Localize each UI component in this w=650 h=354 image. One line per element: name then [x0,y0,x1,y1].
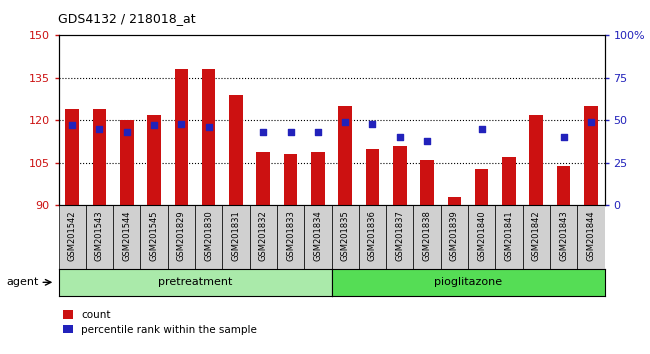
Bar [120,120,134,205]
Bar [365,149,380,205]
Bar [495,205,523,269]
Bar [339,106,352,205]
Bar [386,205,413,269]
Bar [222,205,250,269]
Text: GSM201830: GSM201830 [204,210,213,261]
Text: GSM201836: GSM201836 [368,210,377,261]
Bar [311,152,324,205]
Bar [413,205,441,269]
Bar [113,205,140,269]
Point [149,122,159,128]
Bar [168,205,195,269]
Point [313,130,323,135]
Bar [332,205,359,269]
Text: GSM201835: GSM201835 [341,210,350,261]
Bar [523,205,550,269]
Text: GSM201833: GSM201833 [286,210,295,261]
Bar [468,205,495,269]
Bar [58,205,86,269]
Point [395,135,405,140]
Bar [250,205,277,269]
Text: agent: agent [6,277,39,287]
Bar [174,69,188,205]
Bar [92,109,107,205]
Legend: count, percentile rank within the sample: count, percentile rank within the sample [58,306,261,339]
Bar [530,115,543,205]
Bar [421,160,434,205]
Point [176,121,187,127]
Bar [277,205,304,269]
Text: GDS4132 / 218018_at: GDS4132 / 218018_at [58,12,196,25]
Bar [256,152,270,205]
Text: GSM201832: GSM201832 [259,210,268,261]
Bar [550,205,577,269]
Bar [148,115,161,205]
Text: GSM201545: GSM201545 [150,210,159,261]
Text: GSM201844: GSM201844 [586,210,595,261]
Text: GSM201544: GSM201544 [122,210,131,261]
Point [558,135,569,140]
Text: GSM201543: GSM201543 [95,210,104,261]
Bar [556,166,571,205]
Bar [474,169,489,205]
Bar [86,205,113,269]
Point [122,130,132,135]
Point [476,126,487,132]
Bar [393,146,407,205]
Point [258,130,268,135]
Text: GSM201839: GSM201839 [450,210,459,261]
Text: GSM201841: GSM201841 [504,210,514,261]
Bar [140,205,168,269]
Bar [229,95,243,205]
Point [285,130,296,135]
Point [422,138,432,144]
Bar [359,205,386,269]
Text: pretreatment: pretreatment [158,277,232,287]
Point [94,126,105,132]
Text: GSM201831: GSM201831 [231,210,240,261]
Point [203,124,214,130]
Point [340,119,350,125]
Text: pioglitazone: pioglitazone [434,277,502,287]
Bar [284,154,298,205]
Bar [447,197,461,205]
Point [586,119,596,125]
Text: GSM201542: GSM201542 [68,210,77,261]
Text: GSM201842: GSM201842 [532,210,541,261]
Bar [577,205,605,269]
Bar [304,205,332,269]
Bar [65,109,79,205]
Text: GSM201840: GSM201840 [477,210,486,261]
Bar [584,106,598,205]
Bar [202,69,216,205]
Point [367,121,378,127]
Bar [195,205,222,269]
Text: GSM201829: GSM201829 [177,210,186,261]
Bar [502,157,516,205]
Point [67,122,77,128]
Text: GSM201837: GSM201837 [395,210,404,261]
Text: GSM201838: GSM201838 [422,210,432,261]
Text: GSM201834: GSM201834 [313,210,322,261]
Bar [441,205,468,269]
Text: GSM201843: GSM201843 [559,210,568,261]
